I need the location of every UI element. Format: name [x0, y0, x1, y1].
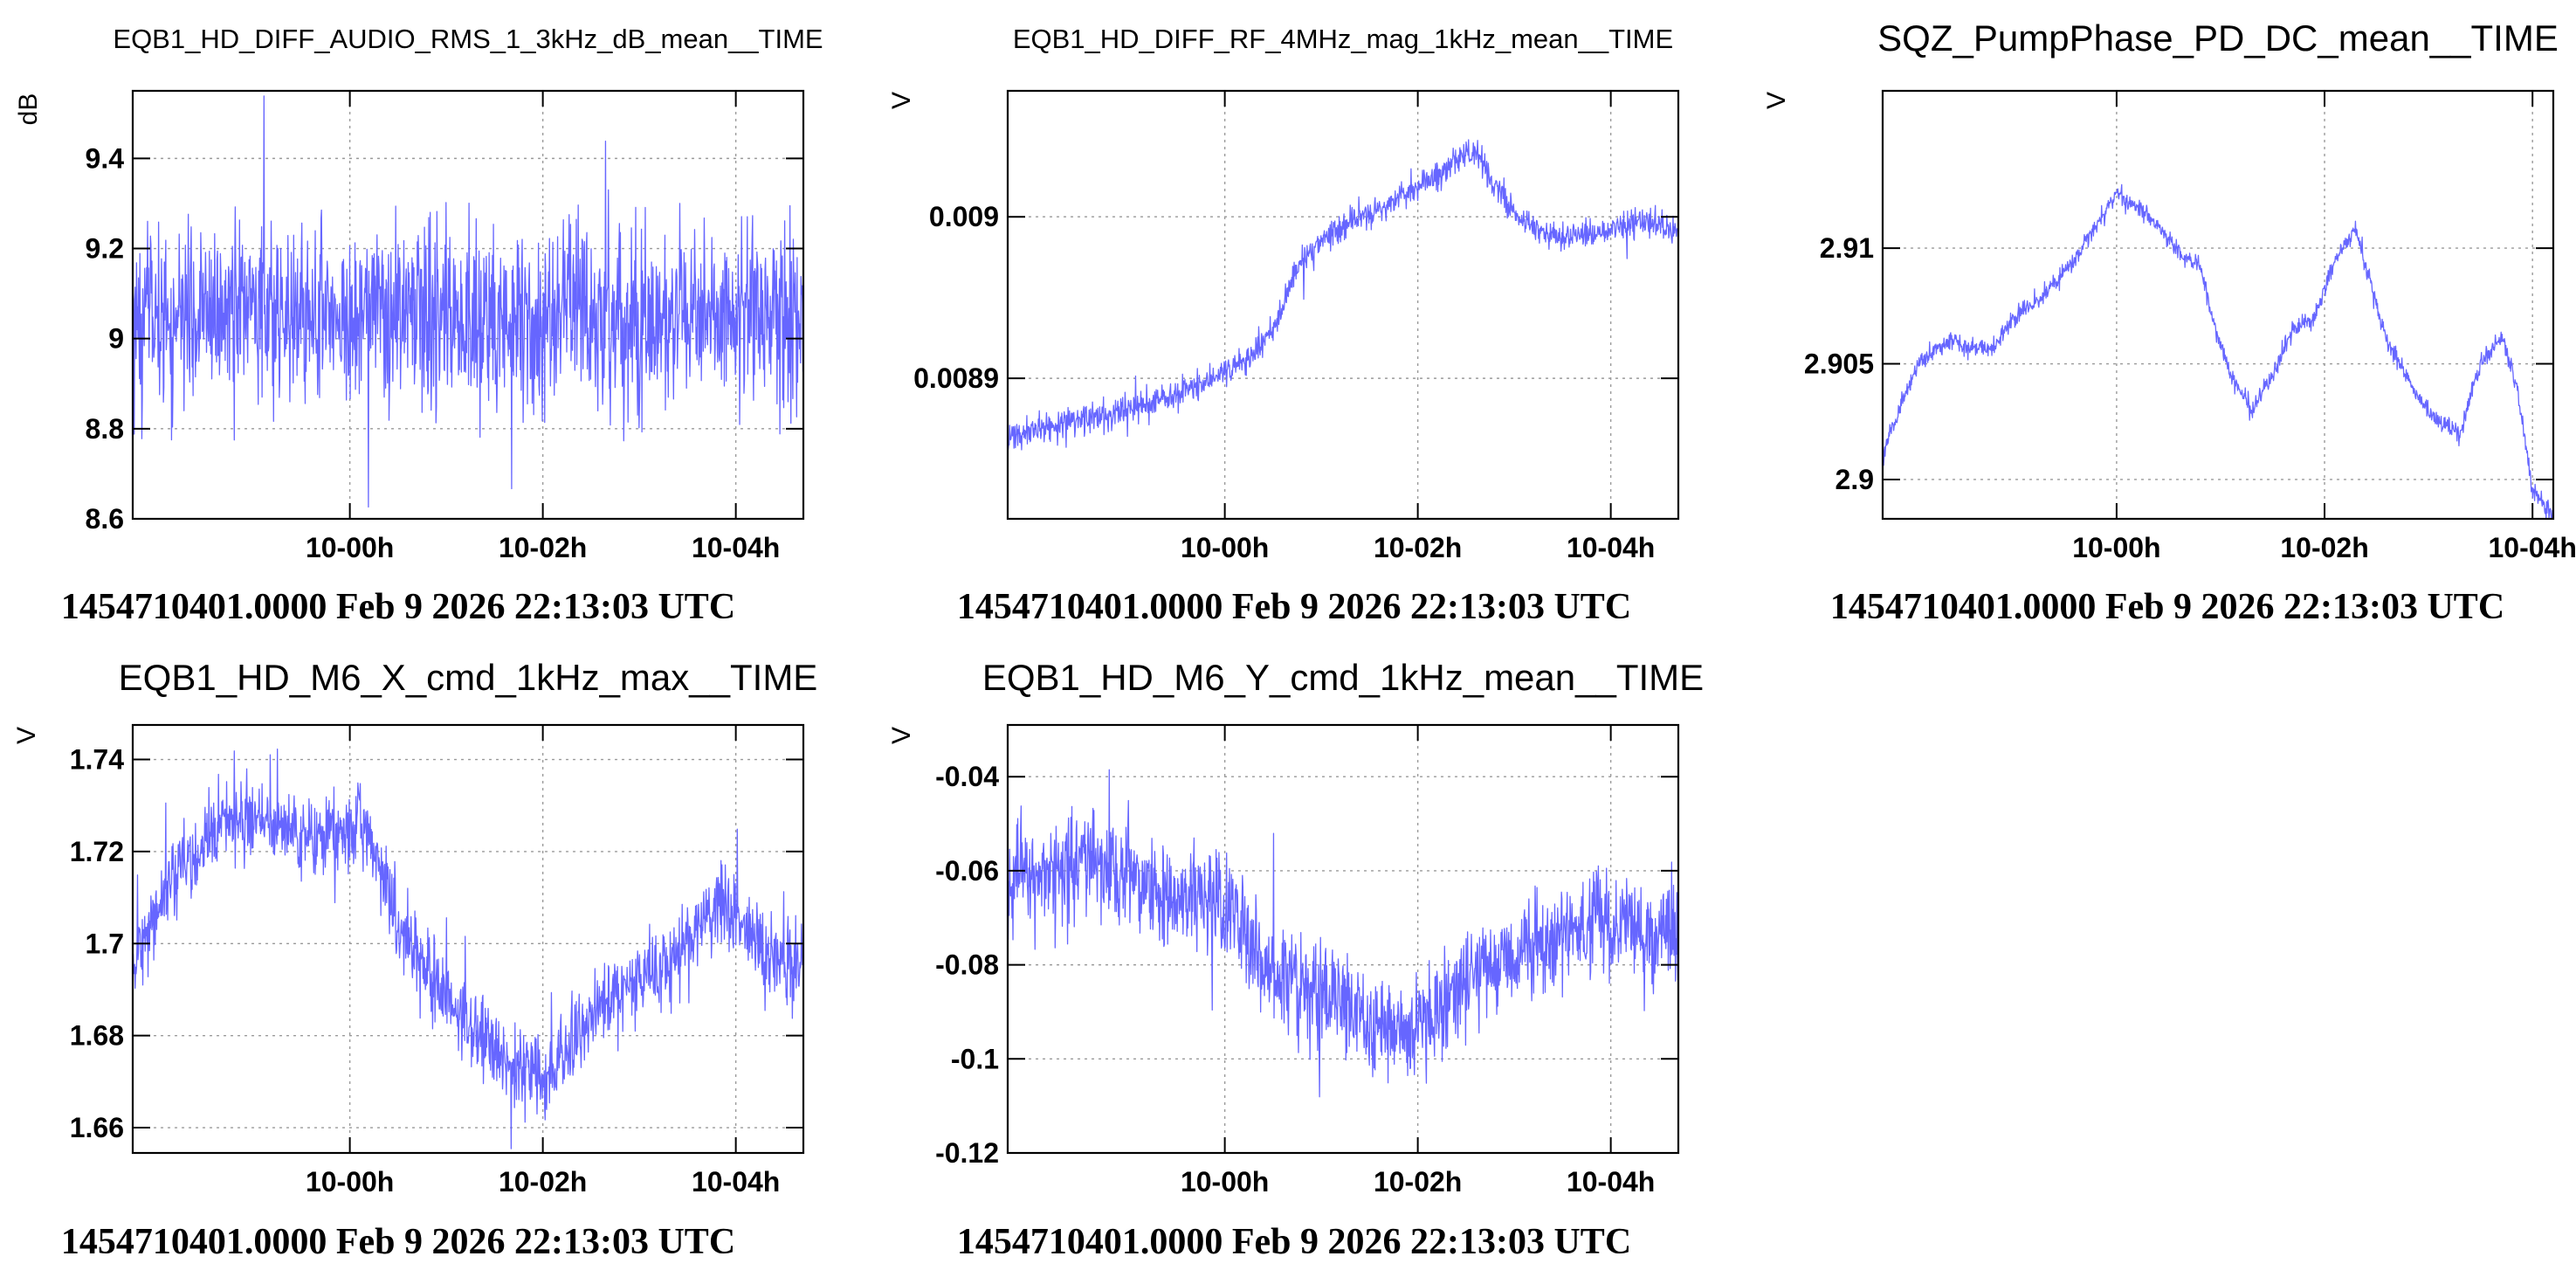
plot-area	[1883, 91, 2553, 519]
x-tick-label: 10-04h	[692, 1166, 780, 1198]
timestamp-label: 1454710401.0000 Feb 9 2026 22:13:03 UTC	[61, 587, 735, 627]
y-tick-label: 2.905	[1804, 349, 1874, 380]
plot-area	[133, 725, 803, 1153]
y-tick-label: 1.74	[70, 744, 124, 776]
y-tick-label: -0.04	[935, 761, 999, 792]
y-tick-label: -0.06	[935, 855, 999, 887]
x-tick-label: 10-00h	[1181, 532, 1269, 563]
y-tick-label: 8.8	[86, 413, 124, 445]
chart-panel-4: EQB1_HD_M6_X_cmd_1kHz_max__TIME 1.66 1.68 1…	[12, 657, 817, 1262]
y-axis-label: dB	[14, 93, 43, 126]
chart-title: EQB1_HD_M6_Y_cmd_1kHz_mean__TIME	[982, 657, 1704, 698]
series-line	[1883, 183, 2553, 519]
y-tick-label: 1.68	[70, 1020, 124, 1052]
y-tick-label: 2.91	[1820, 232, 1874, 264]
x-tick-label: 10-00h	[306, 532, 394, 563]
timestamp-label: 1454710401.0000 Feb 9 2026 22:13:03 UTC	[1830, 587, 2504, 627]
x-tick-label: 10-02h	[2280, 532, 2368, 563]
x-tick-label: 10-02h	[499, 1166, 587, 1198]
x-tick-label: 10-02h	[1374, 1166, 1462, 1198]
plot-frame	[1881, 89, 2555, 521]
y-tick-label: 8.6	[86, 503, 124, 535]
y-axis-label: V	[1762, 92, 1791, 109]
chart-title: EQB1_HD_DIFF_AUDIO_RMS_1_3kHz_dB_mean__T…	[113, 24, 823, 54]
chart-panel-1: EQB1_HD_DIFF_AUDIO_RMS_1_3kHz_dB_mean__T…	[14, 24, 823, 627]
chart-panel-3: SQZ_PumpPhase_PD_DC_mean__TIME 2.9 2.905 2.…	[1762, 17, 2576, 627]
y-axis-label: V	[887, 92, 916, 109]
plot-frame	[1006, 89, 1680, 521]
y-tick-label: 1.66	[70, 1112, 124, 1143]
x-tick-label: 10-00h	[2072, 532, 2160, 563]
plot-area	[1008, 725, 1678, 1153]
y-tick-label: 1.72	[70, 836, 124, 867]
y-tick-label: 2.9	[1836, 464, 1874, 495]
plot-frame	[131, 723, 805, 1155]
x-tick-label: 10-04h	[692, 532, 780, 563]
y-tick-label: 9.2	[86, 233, 124, 265]
x-tick-label: 10-04h	[1567, 1166, 1655, 1198]
x-tick-label: 10-04h	[2488, 532, 2576, 563]
timestamp-label: 1454710401.0000 Feb 9 2026 22:13:03 UTC	[957, 587, 1631, 627]
plot-area	[1008, 91, 1678, 519]
plot-frame	[1006, 723, 1680, 1155]
x-tick-label: 10-00h	[1181, 1166, 1269, 1198]
y-tick-label: -0.1	[951, 1043, 999, 1074]
y-tick-label: -0.12	[935, 1137, 999, 1169]
x-tick-label: 10-02h	[499, 532, 587, 563]
y-tick-label: 0.0089	[913, 362, 999, 394]
chart-title: SQZ_PumpPhase_PD_DC_mean__TIME	[1877, 17, 2559, 59]
y-tick-label: 9	[108, 323, 124, 355]
series-line	[1008, 139, 1678, 451]
x-tick-label: 10-02h	[1374, 532, 1462, 563]
x-tick-label: 10-04h	[1567, 532, 1655, 563]
timestamp-label: 1454710401.0000 Feb 9 2026 22:13:03 UTC	[61, 1222, 735, 1262]
series-line	[133, 749, 803, 1149]
y-tick-label: 9.4	[86, 142, 125, 174]
plot-frame	[131, 89, 805, 521]
series-line	[1008, 769, 1678, 1098]
y-tick-label: 1.7	[86, 928, 124, 959]
timestamp-label: 1454710401.0000 Feb 9 2026 22:13:03 UTC	[957, 1222, 1631, 1262]
y-tick-label: 0.009	[929, 201, 999, 232]
chart-title: EQB1_HD_M6_X_cmd_1kHz_max__TIME	[119, 657, 818, 698]
series-line	[133, 95, 803, 508]
y-axis-label: V	[12, 727, 41, 744]
y-axis-label: V	[887, 727, 916, 744]
y-tick-label: -0.08	[935, 949, 999, 981]
chart-panel-2: EQB1_HD_DIFF_RF_4MHz_mag_1kHz_mean__TIME…	[887, 24, 1680, 627]
x-tick-label: 10-00h	[306, 1166, 394, 1198]
chart-title: EQB1_HD_DIFF_RF_4MHz_mag_1kHz_mean__TIME	[1013, 24, 1673, 54]
chart-panel-5: EQB1_HD_M6_Y_cmd_1kHz_mean__TIME -0.12 -0.…	[887, 657, 1704, 1262]
